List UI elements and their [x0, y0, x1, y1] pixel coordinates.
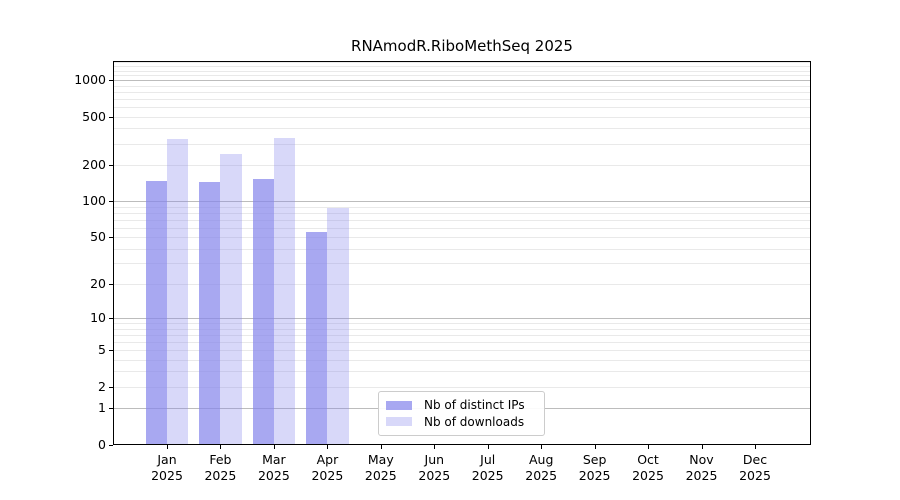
bar-feb-2025-nb-of-distinct-ips: [199, 181, 221, 445]
x-tick-label: Mar 2025: [257, 451, 290, 483]
y-tick-label: 1: [98, 399, 106, 415]
minor-gridline: [113, 66, 811, 68]
minor-gridline: [113, 143, 811, 145]
x-tick-label: Jun 2025: [418, 451, 451, 483]
y-tick-mark: [109, 116, 113, 118]
major-gridline: [113, 201, 811, 203]
minor-gridline: [113, 350, 811, 351]
x-tick-mark: [434, 444, 436, 449]
y-tick-label: 50: [90, 229, 106, 245]
plot-area: [113, 61, 811, 445]
x-tick-label: Jan 2025: [151, 451, 183, 483]
minor-gridline: [113, 263, 811, 265]
y-tick-label: 5: [98, 342, 106, 357]
legend-label: Nb of downloads: [424, 414, 525, 429]
minor-gridline: [113, 334, 811, 336]
y-tick-label: 10: [90, 310, 106, 325]
x-tick-mark: [541, 444, 543, 449]
minor-gridline: [113, 206, 811, 208]
x-tick-label: Nov 2025: [685, 451, 718, 483]
x-tick-label: Sep 2025: [578, 451, 611, 483]
x-tick-mark: [701, 444, 703, 449]
x-tick-mark: [327, 444, 329, 449]
y-tick-mark: [109, 407, 113, 409]
y-tick-mark: [109, 201, 113, 203]
y-tick-mark: [109, 318, 113, 319]
x-tick-mark: [755, 444, 756, 449]
minor-gridline: [113, 371, 811, 373]
bar-feb-2025-nb-of-downloads: [220, 153, 242, 445]
bar-mar-2025-nb-of-distinct-ips: [252, 178, 274, 445]
x-tick-label: Oct 2025: [632, 451, 664, 483]
chart-title: RNAmodR.RiboMethSeq 2025: [351, 37, 573, 55]
y-tick-label: 200: [82, 156, 106, 172]
minor-gridline: [113, 85, 811, 87]
minor-gridline: [113, 98, 811, 100]
minor-gridline: [113, 248, 811, 250]
minor-gridline: [113, 212, 811, 214]
x-tick-label: Jul 2025: [471, 451, 504, 483]
x-tick-mark: [487, 444, 489, 449]
legend-swatch: [386, 417, 412, 427]
minor-gridline: [113, 116, 811, 118]
y-tick-mark: [109, 444, 113, 446]
minor-gridline: [113, 91, 811, 93]
x-tick-mark: [167, 444, 168, 449]
minor-gridline: [113, 62, 811, 64]
legend-item: Nb of downloads: [386, 415, 535, 429]
legend: Nb of distinct IPs Nb of downloads: [378, 391, 545, 436]
minor-gridline: [113, 70, 811, 72]
x-tick-mark: [220, 444, 222, 449]
y-tick-mark: [109, 237, 113, 239]
x-tick-label: Feb 2025: [204, 451, 237, 483]
y-tick-label: 20: [90, 275, 106, 291]
x-tick-mark: [380, 444, 382, 449]
y-tick-label: 2: [98, 378, 106, 394]
y-tick-label: 100: [82, 193, 106, 209]
y-tick-mark: [109, 386, 113, 388]
legend-item: Nb of distinct IPs: [386, 398, 535, 412]
major-gridline: [113, 80, 811, 82]
minor-gridline: [113, 164, 811, 166]
minor-gridline: [113, 75, 811, 77]
bar-jan-2025-nb-of-downloads: [167, 138, 189, 445]
legend-swatch: [386, 400, 412, 410]
x-tick-label: Dec 2025: [739, 451, 771, 483]
minor-gridline: [113, 386, 811, 388]
x-tick-label: May 2025: [364, 451, 397, 483]
bar-mar-2025-nb-of-downloads: [273, 138, 296, 445]
x-tick-mark: [648, 444, 649, 449]
bar-jan-2025-nb-of-distinct-ips: [145, 180, 167, 445]
legend-label: Nb of distinct IPs: [424, 398, 525, 413]
minor-gridline: [113, 219, 811, 221]
y-tick-mark: [109, 164, 113, 166]
y-tick-mark: [109, 283, 113, 285]
major-gridline: [113, 318, 811, 319]
minor-gridline: [113, 283, 811, 285]
x-tick-mark: [594, 444, 596, 449]
minor-gridline: [113, 128, 811, 130]
minor-gridline: [113, 359, 811, 361]
x-tick-label: Apr 2025: [311, 451, 344, 483]
minor-gridline: [113, 323, 811, 325]
minor-gridline: [113, 107, 811, 108]
x-tick-mark: [273, 444, 275, 449]
minor-gridline: [113, 328, 811, 330]
minor-gridline: [113, 227, 811, 229]
bar-apr-2025-nb-of-distinct-ips: [306, 232, 328, 445]
x-tick-label: Aug 2025: [525, 451, 558, 483]
y-tick-label: 0: [98, 436, 106, 452]
y-tick-label: 500: [82, 108, 106, 124]
minor-gridline: [113, 237, 811, 239]
minor-gridline: [113, 341, 811, 343]
y-tick-label: 1000: [74, 72, 106, 88]
bar-apr-2025-nb-of-downloads: [327, 208, 349, 445]
y-tick-mark: [109, 350, 113, 351]
y-tick-mark: [109, 80, 113, 82]
